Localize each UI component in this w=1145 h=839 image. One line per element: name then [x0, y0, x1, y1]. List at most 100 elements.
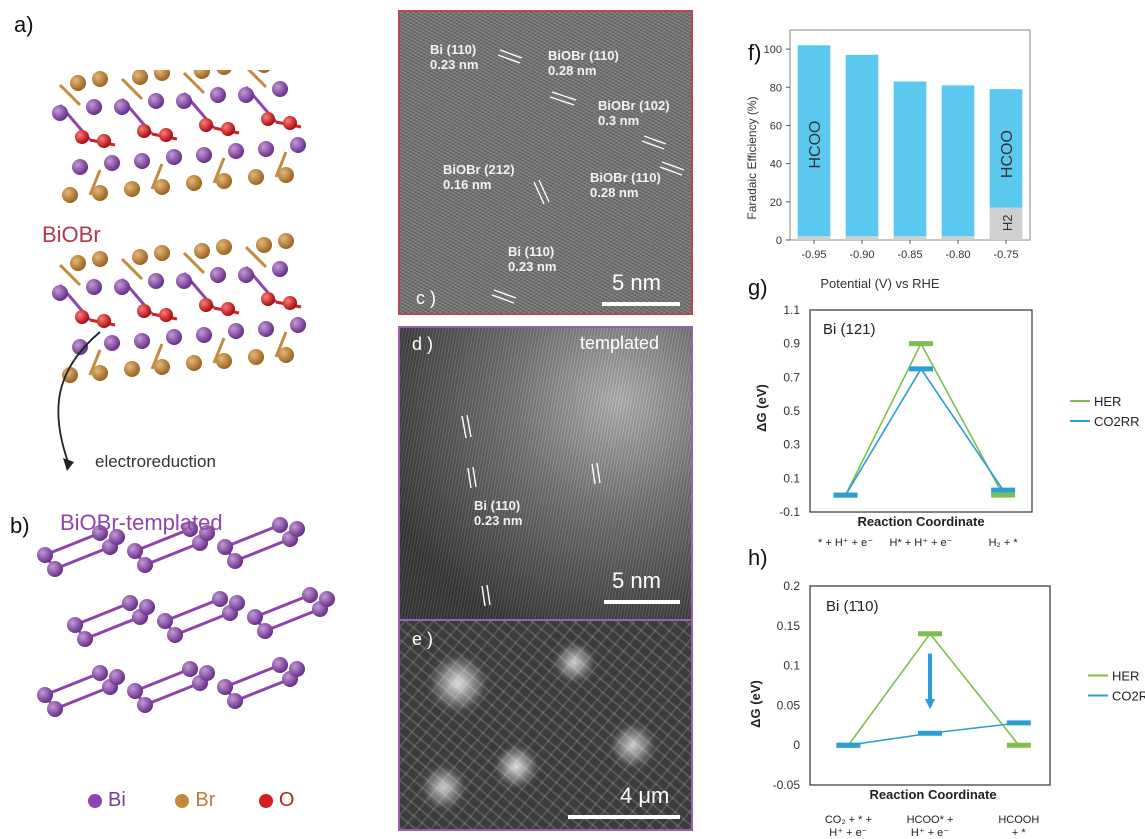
- atom-sphere: [228, 323, 244, 339]
- atom-sphere: [75, 310, 89, 324]
- atom-sphere: [114, 99, 130, 115]
- x-tick-label: -0.80: [945, 249, 970, 261]
- atom-sphere: [216, 353, 232, 369]
- atom-bond: [212, 337, 226, 364]
- y-axis-label: ΔG (eV): [754, 384, 769, 432]
- biobr-label: BiOBr: [42, 222, 101, 247]
- lattice-marks: [491, 49, 685, 304]
- atom-bond: [224, 523, 281, 549]
- atom-sphere: [47, 701, 63, 717]
- atom-sphere: [272, 517, 288, 533]
- panel-label-c: c ): [416, 288, 436, 308]
- atom-bond: [58, 263, 82, 287]
- lattice-marks: [461, 414, 601, 607]
- series-line-co2rr: [844, 367, 1004, 496]
- atom-sphere: [167, 627, 183, 643]
- x-state-label: * + H⁺ + e⁻: [818, 537, 873, 549]
- bar-hcoo: [845, 54, 879, 237]
- atom-bond: [84, 615, 141, 641]
- atom-sphere: [154, 70, 170, 81]
- atom-sphere: [272, 81, 288, 97]
- atom-sphere: [70, 255, 86, 271]
- series-line-her: [847, 632, 1020, 746]
- atom-sphere: [109, 669, 125, 685]
- atom-sphere: [62, 367, 78, 383]
- atom-sphere: [210, 87, 226, 103]
- y-tick-label: 100: [764, 44, 782, 56]
- atom-sphere: [216, 239, 232, 255]
- legend-bi: Bi: [88, 789, 126, 811]
- y-axis-label: Faradaic Efficiency (%): [745, 96, 759, 219]
- atom-sphere: [166, 149, 182, 165]
- atom-sphere: [272, 657, 288, 673]
- tem-image-c: Bi (110) 0.23 nm BiOBr (110) 0.28 nm BiO…: [398, 10, 693, 315]
- atom-sphere: [52, 285, 68, 301]
- bar-h2: [845, 236, 879, 240]
- atom-sphere: [261, 112, 275, 126]
- y-tick-label: 0: [776, 235, 782, 247]
- bar-h2: [893, 236, 927, 240]
- atom-bond: [134, 667, 191, 693]
- atom-sphere: [148, 93, 164, 109]
- atom-bond: [234, 537, 291, 563]
- bar-label: HCOO: [807, 121, 824, 169]
- bar-hcoo: [989, 89, 1023, 208]
- atom-sphere: [257, 70, 271, 73]
- atom-sphere: [257, 623, 273, 639]
- y-tick-label: 0.05: [777, 698, 801, 712]
- y-tick-label: 1.1: [783, 303, 800, 317]
- bar-label: H2: [1000, 215, 1015, 232]
- bar-h2: [941, 236, 975, 240]
- atom-bond: [150, 343, 164, 370]
- atom-sphere: [176, 273, 192, 289]
- atom-bond: [274, 331, 288, 358]
- panel-label-h: h): [748, 545, 768, 570]
- bar-hcoo: [893, 81, 927, 237]
- atom-sphere: [104, 335, 120, 351]
- atom-bond: [150, 163, 164, 190]
- tem-annotation: Bi (110) 0.23 nm: [508, 244, 557, 274]
- atom-sphere: [278, 233, 294, 249]
- panel-label-f: f): [748, 40, 762, 65]
- bar-label: HCOO: [999, 130, 1016, 178]
- atom-bond: [254, 593, 311, 619]
- atom-bond: [264, 607, 321, 633]
- y-tick-label: 80: [770, 82, 782, 94]
- x-axis-label: Potential (V) vs RHE: [820, 276, 940, 291]
- x-axis-label: Reaction Coordinate: [857, 514, 984, 529]
- atom-sphere: [62, 187, 78, 203]
- atom-sphere: [114, 279, 130, 295]
- atom-sphere: [159, 308, 173, 322]
- atom-bond: [234, 677, 291, 703]
- panel-label-d: d ): [412, 334, 434, 354]
- x-state-label: HCOOH: [998, 814, 1039, 826]
- atom-bond: [274, 151, 288, 178]
- atom-sphere: [92, 71, 108, 87]
- atom-bond: [120, 257, 144, 281]
- panel-label-b: b): [10, 513, 30, 538]
- x-state-label: CO₂ + * +: [825, 814, 872, 826]
- o-dot-icon: [258, 793, 273, 808]
- atom-sphere: [148, 273, 164, 289]
- y-tick-label: 40: [770, 159, 782, 171]
- atom-sphere: [122, 595, 138, 611]
- atom-sphere: [278, 167, 294, 183]
- atom-bond: [44, 671, 101, 697]
- atom-bond: [212, 157, 226, 184]
- plot-frame: [809, 585, 1051, 786]
- x-state-label: + *: [1012, 827, 1026, 839]
- tem-annotation: Bi (110) 0.23 nm: [430, 42, 479, 72]
- scale-bar-label: 5 nm: [612, 568, 661, 593]
- faradaic-efficiency-chart: Faradaic Efficiency (%) Potential (V) vs…: [745, 29, 1031, 291]
- atom-sphere: [137, 697, 153, 713]
- tem-image-d: d ) templated Bi (110) 0.23 nm 5 nm: [398, 326, 693, 621]
- atom-sphere: [278, 347, 294, 363]
- atom-sphere: [157, 613, 173, 629]
- atom-sphere: [210, 267, 226, 283]
- atom-bond: [244, 245, 268, 269]
- atom-bond: [120, 77, 144, 101]
- atom-sphere: [248, 349, 264, 365]
- panel-label-e: e ): [412, 629, 434, 649]
- atom-sphere: [75, 130, 89, 144]
- scale-bar-label: 5 nm: [612, 270, 661, 295]
